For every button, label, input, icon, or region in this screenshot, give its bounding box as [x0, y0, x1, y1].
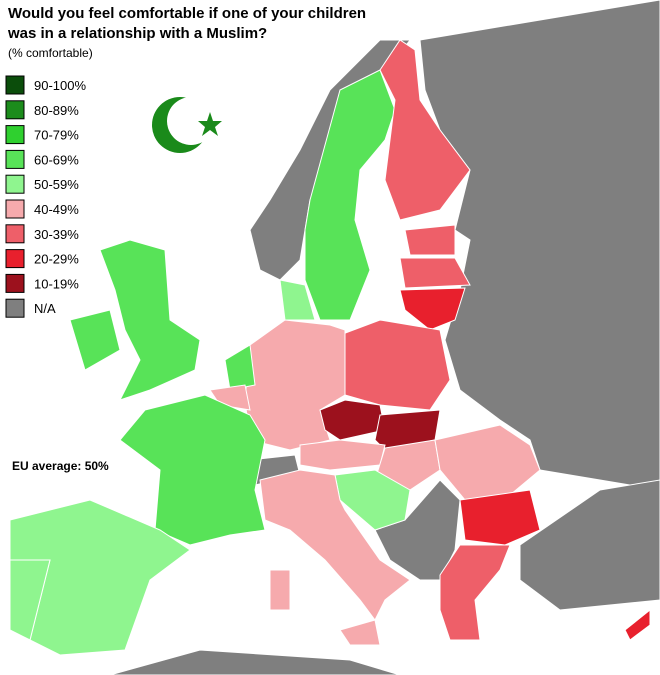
legend-label: 90-100% [34, 78, 86, 93]
legend-swatch [5, 249, 25, 269]
region [9, 559, 51, 641]
region [259, 469, 411, 621]
legend-label: 50-59% [34, 177, 79, 192]
legend-label: N/A [34, 301, 56, 316]
legend-swatch [5, 273, 25, 293]
region [319, 399, 386, 441]
legend-label: 70-79% [34, 128, 79, 143]
region [459, 489, 541, 546]
title: was in a relationship with a Muslim? [7, 25, 267, 42]
region [339, 319, 451, 411]
region [69, 309, 121, 371]
region [404, 224, 456, 256]
crescent-icon [152, 97, 222, 153]
region [419, 0, 660, 491]
legend-label: 10-19% [34, 276, 79, 291]
legend-label: 30-39% [34, 227, 79, 242]
legend-swatch [5, 75, 25, 95]
region [399, 287, 466, 331]
legend-swatch [5, 224, 25, 244]
region [299, 439, 386, 471]
region [339, 619, 381, 646]
title: Would you feel comfortable if one of you… [8, 5, 366, 22]
region [109, 649, 401, 675]
region [374, 479, 461, 581]
subtitle: (% comfortable) [8, 46, 93, 60]
region [279, 279, 316, 321]
countries [9, 0, 660, 675]
legend-swatch [5, 199, 25, 219]
legend-label: 80-89% [34, 103, 79, 118]
legend-swatch [5, 149, 25, 169]
region [269, 569, 291, 611]
legend-swatch [5, 100, 25, 120]
region [624, 608, 651, 641]
legend-label: 40-49% [34, 202, 79, 217]
region [399, 257, 471, 289]
region [439, 544, 511, 641]
region [119, 394, 266, 546]
legend-label: 60-69% [34, 152, 79, 167]
annotation: EU average: 50% [12, 459, 109, 473]
region [99, 239, 201, 401]
legend: 90-100% 80-89% 70-79% 60-69% 50-59% 40-49% 30-… [5, 75, 86, 318]
region [304, 69, 396, 321]
region [224, 344, 256, 391]
legend-swatch [5, 174, 25, 194]
legend-swatch [5, 125, 25, 145]
legend-label: 20-29% [34, 252, 79, 267]
region [379, 39, 471, 221]
legend-swatch [5, 298, 25, 318]
region [519, 479, 660, 611]
region [434, 424, 541, 501]
